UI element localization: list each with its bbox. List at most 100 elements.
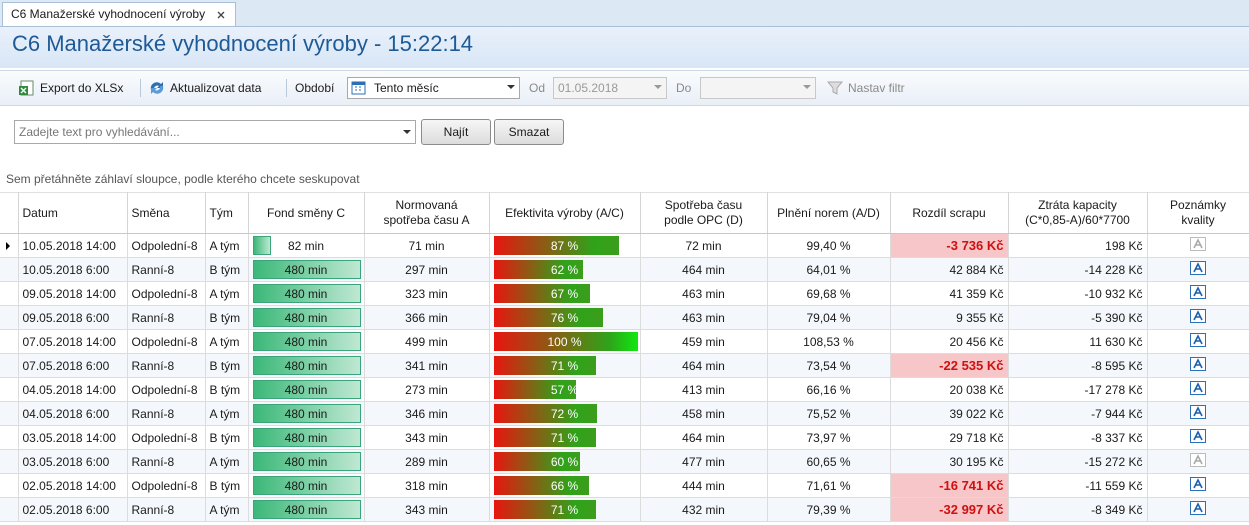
from-combo[interactable]: 01.05.2018 [553, 77, 667, 99]
row-indicator [0, 473, 19, 498]
cell-text: B tým [209, 358, 241, 373]
data-grid: Datum Směna Tým Fond směny C Normovaná spotř… [0, 192, 1249, 522]
grid-cell: 73,97 % [767, 425, 891, 450]
note-icon[interactable] [1190, 429, 1206, 443]
note-icon-glyph [1193, 502, 1203, 513]
note-icon[interactable] [1190, 309, 1206, 323]
note-icon[interactable] [1190, 285, 1206, 299]
grid-cell: 459 min [640, 329, 768, 354]
grid-cell: 10.05.2018 6:00 [18, 257, 128, 282]
column-header[interactable]: Fond směny C [248, 192, 365, 234]
grid-cell: 03.05.2018 6:00 [18, 449, 128, 474]
cell-text: 60 % [550, 454, 579, 469]
grid-cell: -10 932 Kč [1008, 281, 1148, 306]
group-hint: Sem přetáhněte záhlaví sloupce, podle kt… [6, 172, 360, 186]
grid-cell: 03.05.2018 14:00 [18, 425, 128, 450]
note-icon[interactable] [1190, 237, 1206, 251]
cell-text: Odpolední-8 [131, 334, 198, 349]
column-header[interactable]: Spotřeba času podle OPC (D) [640, 192, 768, 234]
cell-text: 323 min [405, 286, 448, 301]
refresh-button[interactable]: Aktualizovat data [148, 77, 261, 99]
dropdown-arrow [507, 85, 515, 89]
note-icon[interactable] [1190, 453, 1206, 467]
grid-cell: -11 559 Kč [1008, 473, 1148, 498]
column-header[interactable]: Směna [127, 192, 206, 234]
grid-cell: Ranní-8 [127, 257, 206, 282]
row-indicator [0, 353, 19, 378]
fond-bar [252, 500, 361, 519]
cell-text: A tým [209, 286, 240, 301]
filter-label: Nastav filtr [848, 81, 905, 95]
tab-bar: C6 Manažerské vyhodnocení výroby [0, 0, 1249, 27]
refresh-label: Aktualizovat data [170, 81, 262, 95]
grid-cell: B tým [205, 377, 249, 402]
grid-cell: 66,16 % [767, 377, 891, 402]
cell-text: 82 min [287, 238, 325, 253]
grid-row[interactable]: 07.05.2018 14:00 Odpolední-8 A tým 480 min 4… [0, 329, 1249, 354]
cell-text: 480 min [284, 502, 328, 517]
grid-cell: 66 % [489, 473, 641, 498]
grid-cell: 11 630 Kč [1008, 329, 1148, 354]
cell-text: -16 741 Kč [939, 478, 1004, 493]
quality-note [1147, 497, 1249, 522]
note-icon[interactable] [1190, 405, 1206, 419]
row-indicator [0, 257, 19, 282]
note-icon[interactable] [1190, 333, 1206, 347]
note-icon[interactable] [1190, 261, 1206, 275]
grid-row[interactable]: 10.05.2018 6:00 Ranní-8 B tým 480 min 297 mi… [0, 257, 1249, 282]
efficiency-bar [493, 452, 580, 471]
note-icon[interactable] [1190, 357, 1206, 371]
column-header[interactable]: Tým [205, 192, 249, 234]
efficiency-bar [493, 260, 583, 279]
note-icon[interactable] [1190, 381, 1206, 395]
clear-button[interactable]: Smazat [494, 119, 564, 145]
cell-text: 30 195 Kč [949, 454, 1004, 469]
find-button[interactable]: Najít [421, 119, 491, 145]
quality-note [1147, 401, 1249, 426]
cell-text: 480 min [284, 454, 328, 469]
grid-row[interactable]: 04.05.2018 6:00 Ranní-8 A tým 480 min 346 mi… [0, 401, 1249, 426]
column-header[interactable]: Normovaná spotřeba času A [364, 192, 490, 234]
row-indicator [0, 449, 19, 474]
column-header[interactable]: Datum [18, 192, 128, 234]
grid-row[interactable]: 10.05.2018 14:00 Odpolední-8 A tým 82 min 71… [0, 233, 1249, 258]
grid-cell: 458 min [640, 401, 768, 426]
grid-row[interactable]: 09.05.2018 6:00 Ranní-8 B tým 480 min 366 mi… [0, 305, 1249, 330]
grid-cell: 04.05.2018 14:00 [18, 377, 128, 402]
grid-cell: 444 min [640, 473, 768, 498]
grid-cell: 07.05.2018 6:00 [18, 353, 128, 378]
cell-text: 480 min [284, 334, 328, 349]
search-box[interactable]: Zadejte text pro vyhledávání... [14, 120, 416, 144]
cell-text: 464 min [682, 358, 725, 373]
grid-cell: 343 min [364, 425, 490, 450]
grid-cell: 480 min [248, 329, 365, 354]
note-icon[interactable] [1190, 501, 1206, 515]
column-header[interactable]: Ztráta kapacity (C*0,85-A)/60*7700 [1008, 192, 1148, 234]
tab[interactable]: C6 Manažerské vyhodnocení výroby [2, 2, 237, 26]
close-icon[interactable] [217, 11, 225, 19]
cell-text: Odpolední-8 [131, 286, 198, 301]
period-combo[interactable]: Tento měsíc [347, 77, 520, 99]
grid-row[interactable]: 09.05.2018 14:00 Odpolední-8 A tým 480 min 3… [0, 281, 1249, 306]
column-header[interactable]: Rozdíl scrapu [890, 192, 1009, 234]
cell-text: 480 min [284, 310, 328, 325]
grid-cell: 480 min [248, 449, 365, 474]
column-header[interactable]: Plnění norem (A/D) [767, 192, 891, 234]
grid-row[interactable]: 03.05.2018 14:00 Odpolední-8 B tým 480 min 3… [0, 425, 1249, 450]
column-header[interactable]: Poznámky kvality [1147, 192, 1249, 234]
grid-row[interactable]: 03.05.2018 6:00 Ranní-8 A tým 480 min 289 mi… [0, 449, 1249, 474]
cell-text: B tým [209, 430, 241, 445]
grid-row[interactable]: 04.05.2018 14:00 Odpolední-8 B tým 480 min 2… [0, 377, 1249, 402]
cell-text: 64,01 % [806, 262, 851, 277]
filter-button[interactable]: Nastav filtr [826, 77, 905, 99]
column-header[interactable]: Efektivita výroby (A/C) [489, 192, 641, 234]
note-icon-glyph [1193, 430, 1203, 441]
export-button[interactable]: Export do XLSx [18, 77, 123, 99]
note-icon[interactable] [1190, 477, 1206, 491]
to-combo[interactable] [700, 77, 816, 99]
grid-row[interactable]: 07.05.2018 6:00 Ranní-8 B tým 480 min 341 mi… [0, 353, 1249, 378]
grid-row[interactable]: 02.05.2018 14:00 Odpolední-8 B tým 480 min 3… [0, 473, 1249, 498]
grid-cell: 64,01 % [767, 257, 891, 282]
grid-row[interactable]: 02.05.2018 6:00 Ranní-8 A tým 480 min 343 mi… [0, 497, 1249, 522]
